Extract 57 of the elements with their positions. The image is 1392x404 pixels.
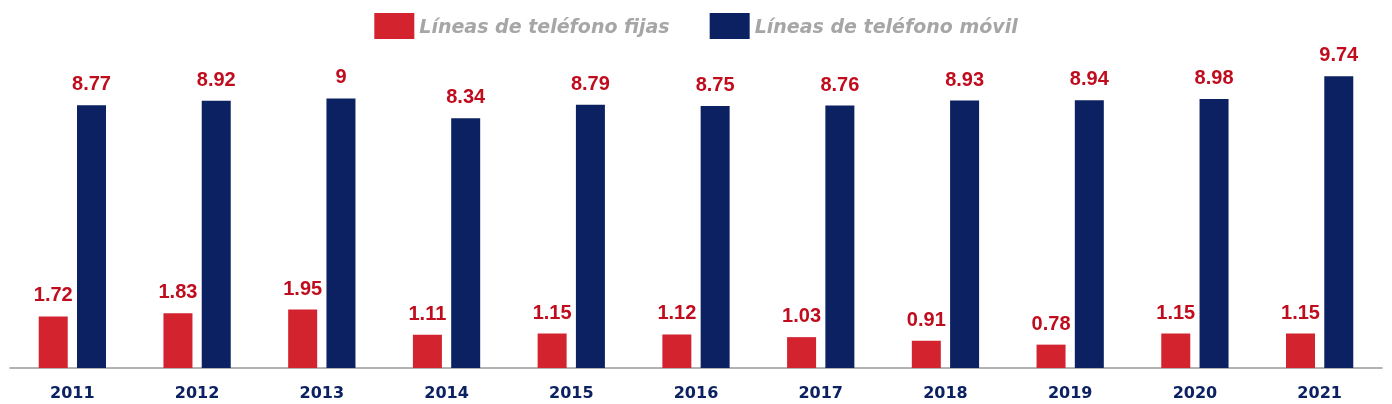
data-label: 1.03 [782, 304, 822, 327]
bar [77, 105, 106, 368]
bar [537, 333, 567, 368]
bar [825, 105, 855, 368]
bar [163, 313, 193, 368]
data-label: 8.94 [1069, 67, 1110, 90]
bar [451, 118, 481, 368]
bar [1324, 76, 1354, 368]
legend-label: Líneas de teléfono fijas [419, 15, 670, 37]
bar [1074, 100, 1104, 368]
bar [1161, 333, 1191, 368]
x-tick-label: 2014 [424, 382, 469, 402]
bar [201, 100, 231, 368]
x-tick-label: 2013 [299, 382, 345, 402]
data-label: 8.76 [820, 72, 860, 95]
data-label: 1.15 [1156, 300, 1196, 323]
data-label: 8.92 [196, 67, 236, 90]
x-tick-label: 2020 [1172, 382, 1218, 402]
bar [1036, 344, 1066, 368]
bar [575, 104, 605, 368]
bar [38, 316, 68, 368]
x-tick-label: 2016 [673, 382, 719, 402]
bar [662, 334, 692, 368]
bar [412, 334, 442, 368]
data-label: 9.74 [1319, 43, 1360, 66]
data-label: 9 [335, 65, 347, 88]
bar [1199, 99, 1229, 368]
bar [326, 98, 356, 368]
x-tick-label: 2018 [923, 382, 968, 402]
data-label: 1.15 [532, 300, 572, 323]
data-label: 1.95 [283, 276, 323, 299]
x-tick-label: 2011 [50, 382, 95, 402]
data-label: 1.12 [657, 301, 697, 324]
x-tick-label: 2019 [1047, 382, 1093, 402]
data-label: 1.72 [33, 283, 73, 306]
x-tick-label: 2012 [174, 382, 220, 402]
data-label: 8.93 [945, 67, 985, 90]
data-label: 8.75 [695, 72, 735, 95]
bar [1286, 333, 1315, 368]
bar [950, 100, 980, 368]
data-label: 8.79 [570, 71, 610, 94]
bar [288, 309, 318, 368]
data-label: 0.91 [906, 307, 946, 330]
data-label: 8.98 [1194, 66, 1234, 89]
data-label: 0.78 [1031, 311, 1071, 334]
x-tick-label: 2017 [798, 382, 843, 402]
x-tick-label: 2015 [549, 382, 594, 402]
bar [911, 340, 941, 368]
x-tick-label: 2021 [1297, 382, 1342, 402]
data-label: 1.15 [1281, 300, 1320, 323]
data-label: 8.77 [72, 72, 111, 95]
bar [700, 105, 730, 368]
data-label: 1.11 [408, 301, 447, 324]
data-label: 1.83 [158, 280, 198, 303]
data-label: 8.34 [446, 85, 487, 108]
legend-label: Líneas de teléfono móvil [754, 15, 1019, 37]
bar [787, 337, 817, 368]
